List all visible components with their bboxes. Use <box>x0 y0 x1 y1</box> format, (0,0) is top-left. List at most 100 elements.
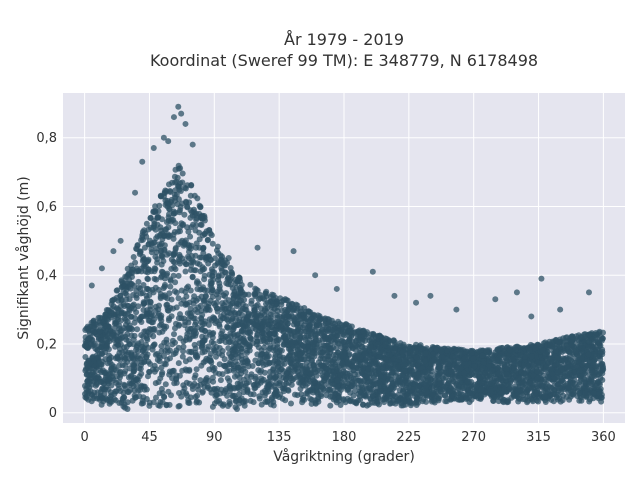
data-point <box>501 347 508 354</box>
data-point <box>187 214 194 221</box>
data-point <box>433 346 440 353</box>
data-point <box>297 356 304 363</box>
data-point <box>122 273 129 280</box>
data-point <box>335 328 342 335</box>
data-point <box>349 364 356 370</box>
data-point <box>208 359 215 366</box>
data-point <box>521 353 528 360</box>
data-point <box>258 367 265 374</box>
data-point <box>187 233 194 240</box>
data-point <box>200 298 207 305</box>
data-point <box>85 377 92 383</box>
data-point <box>544 388 551 395</box>
data-point <box>278 347 285 354</box>
data-point <box>323 365 330 372</box>
data-point <box>138 370 145 377</box>
data-point <box>353 337 360 344</box>
data-point <box>175 315 182 322</box>
data-point <box>260 323 267 330</box>
data-point <box>497 394 504 401</box>
data-point <box>123 296 130 303</box>
data-point <box>383 387 390 394</box>
data-point <box>99 367 106 374</box>
data-point <box>230 295 237 302</box>
data-point <box>231 392 238 399</box>
data-point <box>267 380 274 387</box>
data-point <box>177 335 184 342</box>
data-point <box>158 268 165 275</box>
data-point <box>483 352 490 359</box>
data-point <box>206 354 213 361</box>
data-point <box>201 348 208 355</box>
data-point <box>180 348 187 355</box>
data-point <box>169 337 176 344</box>
data-point <box>195 280 202 287</box>
data-point <box>298 376 305 383</box>
data-point <box>199 321 206 328</box>
data-point <box>370 331 377 338</box>
data-point <box>143 292 150 299</box>
data-point <box>196 202 203 209</box>
data-point <box>392 344 398 351</box>
data-point <box>169 367 176 374</box>
data-point <box>284 312 291 319</box>
data-point <box>357 396 364 403</box>
data-point <box>173 304 180 311</box>
data-point <box>154 259 161 266</box>
data-point <box>152 284 159 291</box>
data-point <box>188 182 195 189</box>
data-point <box>230 384 237 391</box>
data-point <box>398 402 405 409</box>
data-point <box>308 326 315 333</box>
data-point <box>554 369 561 376</box>
data-point <box>209 287 216 293</box>
data-point <box>166 250 173 257</box>
data-point <box>228 361 235 368</box>
data-point <box>161 360 168 367</box>
data-point <box>205 343 212 350</box>
data-point <box>254 351 261 358</box>
data-point <box>320 322 327 329</box>
data-point <box>131 367 138 374</box>
data-point <box>255 360 262 367</box>
data-point <box>429 391 436 398</box>
data-point <box>287 346 294 353</box>
data-point <box>326 386 333 393</box>
data-point <box>183 367 190 374</box>
data-point <box>312 369 319 376</box>
data-point <box>535 398 542 405</box>
data-point <box>212 255 218 262</box>
data-point <box>316 313 323 320</box>
data-point <box>131 351 138 358</box>
data-point <box>279 307 285 314</box>
data-point <box>348 383 355 390</box>
data-point <box>147 215 154 222</box>
data-point <box>193 240 200 247</box>
data-point <box>130 254 137 260</box>
data-point <box>184 224 191 231</box>
data-point <box>150 333 157 340</box>
data-point <box>261 351 268 358</box>
data-point <box>151 268 158 275</box>
data-point <box>122 333 129 340</box>
data-point <box>197 214 204 220</box>
data-point <box>161 275 168 282</box>
data-point <box>334 384 341 391</box>
data-point <box>347 398 354 405</box>
data-point <box>133 309 140 316</box>
data-point <box>280 334 287 341</box>
data-point <box>184 326 191 333</box>
data-point <box>581 379 588 386</box>
data-point <box>140 301 147 308</box>
data-point <box>171 331 177 338</box>
data-point <box>191 380 198 387</box>
data-point <box>156 390 163 397</box>
data-point <box>406 345 413 352</box>
data-point <box>330 373 336 380</box>
data-point <box>197 377 204 384</box>
data-point <box>466 390 473 397</box>
data-point <box>213 391 220 398</box>
data-point <box>546 355 553 362</box>
data-point <box>572 385 579 392</box>
data-point <box>170 351 177 358</box>
